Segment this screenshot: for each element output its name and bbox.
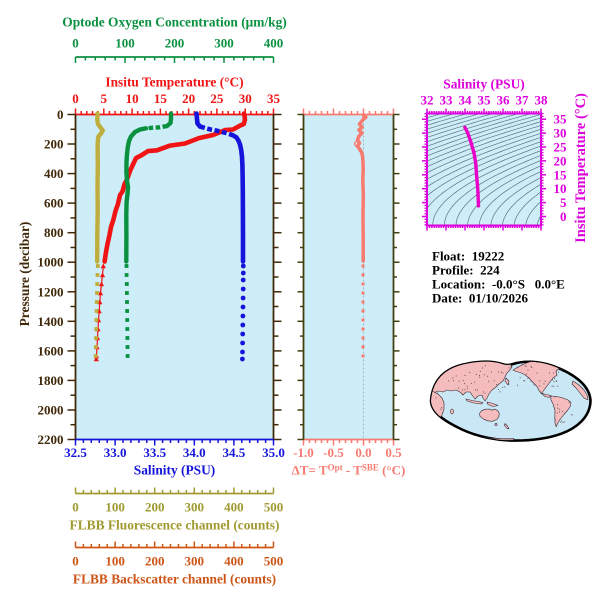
svg-text:36: 36 bbox=[497, 93, 511, 108]
svg-text:0: 0 bbox=[560, 209, 567, 224]
svg-text:400: 400 bbox=[264, 36, 284, 51]
svg-text:1400: 1400 bbox=[38, 314, 64, 329]
svg-text:-0.5: -0.5 bbox=[323, 445, 344, 460]
svg-text:1000: 1000 bbox=[38, 255, 64, 270]
svg-text:15: 15 bbox=[154, 91, 168, 106]
svg-text:200: 200 bbox=[145, 500, 165, 515]
svg-text:FLBB Backscatter channel (coun: FLBB Backscatter channel (counts) bbox=[73, 572, 276, 587]
svg-text:37: 37 bbox=[516, 93, 530, 108]
svg-text:2200: 2200 bbox=[38, 432, 64, 447]
svg-text:Date: 01/10/2026: Date: 01/10/2026 bbox=[432, 291, 529, 306]
svg-text:Location: -0.0°S 0.0°E: Location: -0.0°S 0.0°E bbox=[432, 277, 565, 292]
svg-text:1200: 1200 bbox=[38, 284, 64, 299]
svg-text:Salinity (PSU): Salinity (PSU) bbox=[134, 463, 215, 478]
svg-text:34.0: 34.0 bbox=[183, 445, 206, 460]
svg-text:Profile: 224: Profile: 224 bbox=[432, 263, 500, 278]
svg-text:5: 5 bbox=[101, 91, 108, 106]
svg-text:25: 25 bbox=[554, 140, 568, 155]
svg-text:38: 38 bbox=[535, 93, 549, 108]
svg-text:100: 100 bbox=[115, 36, 135, 51]
svg-text:800: 800 bbox=[44, 225, 64, 240]
svg-text:10: 10 bbox=[554, 181, 567, 196]
svg-text:300: 300 bbox=[185, 554, 205, 569]
svg-text:1800: 1800 bbox=[38, 373, 64, 388]
svg-text:0: 0 bbox=[72, 554, 79, 569]
svg-text:5: 5 bbox=[560, 195, 567, 210]
svg-text:0.0: 0.0 bbox=[355, 445, 371, 460]
svg-text:33: 33 bbox=[440, 93, 454, 108]
svg-text:20: 20 bbox=[182, 91, 195, 106]
svg-text:Optode Oxygen Concentration (μ: Optode Oxygen Concentration (μm/kg) bbox=[62, 15, 286, 30]
svg-text:30: 30 bbox=[554, 126, 567, 141]
svg-text:33.0: 33.0 bbox=[104, 445, 127, 460]
svg-text:-1.0: -1.0 bbox=[293, 445, 314, 460]
svg-text:0: 0 bbox=[57, 107, 64, 122]
svg-text:34: 34 bbox=[459, 93, 473, 108]
svg-text:34.5: 34.5 bbox=[223, 445, 246, 460]
svg-text:400: 400 bbox=[224, 500, 244, 515]
svg-text:0: 0 bbox=[72, 36, 79, 51]
svg-text:300: 300 bbox=[185, 500, 205, 515]
svg-text:1600: 1600 bbox=[38, 343, 64, 358]
svg-text:Insitu Temperature (°C): Insitu Temperature (°C) bbox=[573, 93, 589, 243]
svg-text:0: 0 bbox=[72, 500, 79, 515]
svg-text:Insitu Temperature (°C): Insitu Temperature (°C) bbox=[105, 75, 243, 90]
svg-text:35: 35 bbox=[478, 93, 492, 108]
svg-text:Pressure (decibar): Pressure (decibar) bbox=[17, 222, 32, 327]
svg-text:0.5: 0.5 bbox=[385, 445, 402, 460]
svg-text:200: 200 bbox=[165, 36, 185, 51]
svg-text:25: 25 bbox=[210, 91, 224, 106]
svg-text:200: 200 bbox=[145, 554, 165, 569]
svg-text:10: 10 bbox=[126, 91, 139, 106]
svg-text:20: 20 bbox=[554, 153, 567, 168]
svg-text:32.5: 32.5 bbox=[64, 445, 87, 460]
svg-text:FLBB Fluorescence channel (cou: FLBB Fluorescence channel (counts) bbox=[70, 518, 280, 533]
svg-text:33.5: 33.5 bbox=[143, 445, 166, 460]
svg-text:30: 30 bbox=[239, 91, 252, 106]
svg-text:0: 0 bbox=[72, 91, 79, 106]
svg-text:35.0: 35.0 bbox=[262, 445, 285, 460]
svg-text:Float: 19222: Float: 19222 bbox=[432, 249, 504, 264]
svg-text:500: 500 bbox=[264, 500, 284, 515]
svg-text:2000: 2000 bbox=[38, 403, 64, 418]
svg-text:Salinity (PSU): Salinity (PSU) bbox=[443, 77, 524, 92]
svg-text:600: 600 bbox=[44, 196, 64, 211]
svg-text:100: 100 bbox=[105, 500, 125, 515]
svg-text:ΔT= TOpt - TSBE (°C): ΔT= TOpt - TSBE (°C) bbox=[292, 463, 406, 478]
svg-text:200: 200 bbox=[44, 137, 64, 152]
svg-text:400: 400 bbox=[44, 166, 64, 181]
svg-text:400: 400 bbox=[224, 554, 244, 569]
svg-text:15: 15 bbox=[554, 167, 568, 182]
svg-text:35: 35 bbox=[554, 112, 568, 127]
svg-text:100: 100 bbox=[105, 554, 125, 569]
svg-text:500: 500 bbox=[264, 554, 284, 569]
svg-text:32: 32 bbox=[421, 93, 434, 108]
svg-text:300: 300 bbox=[214, 36, 234, 51]
svg-text:35: 35 bbox=[267, 91, 281, 106]
